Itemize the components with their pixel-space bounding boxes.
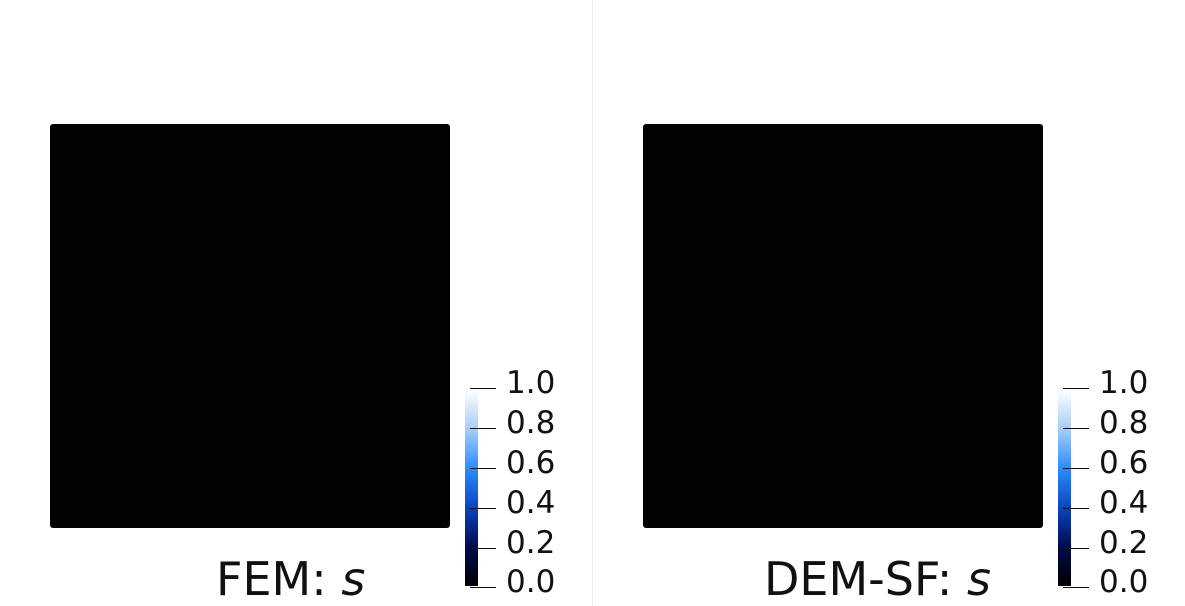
colorbar-tick-label: 0.2: [506, 525, 556, 561]
field-plot-fem: [50, 124, 450, 528]
colorbar-tick: [1063, 388, 1089, 389]
caption-variable: s: [341, 552, 366, 606]
colorbar-tick-label: 1.0: [1099, 365, 1149, 401]
colorbar-tick: [470, 548, 496, 549]
colorbar-tick-label: 0.8: [506, 405, 556, 441]
caption-dem-sf: DEM-SF: s: [764, 553, 991, 605]
colorbar-dem-sf: [1058, 390, 1071, 586]
caption-prefix: FEM:: [216, 552, 342, 606]
caption-fem: FEM: s: [216, 553, 365, 605]
colorbar-tick: [1063, 587, 1089, 588]
colorbar-tick: [470, 468, 496, 469]
colorbar-tick: [470, 388, 496, 389]
panel-divider: [592, 0, 593, 606]
colorbar-tick-label: 0.0: [506, 564, 556, 600]
field-plot-dem-sf: [643, 124, 1043, 528]
caption-variable: s: [966, 552, 991, 606]
colorbar-tick-label: 0.4: [1099, 485, 1149, 521]
colorbar-tick: [470, 587, 496, 588]
caption-prefix: DEM-SF:: [764, 552, 967, 606]
panel-dem-sf: 1.0 0.8 0.6 0.4 0.2 0.0 DEM-SF: s: [593, 0, 1185, 606]
colorbar-tick-label: 0.4: [506, 485, 556, 521]
colorbar-tick-label: 0.8: [1099, 405, 1149, 441]
colorbar-tick: [1063, 548, 1089, 549]
colorbar-tick-label: 0.0: [1099, 564, 1149, 600]
colorbar-tick: [470, 428, 496, 429]
colorbar-tick-label: 0.2: [1099, 525, 1149, 561]
colorbar-tick: [1063, 468, 1089, 469]
colorbar-fem: [465, 390, 478, 586]
panel-fem: 1.0 0.8 0.6 0.4 0.2 0.0 FEM: s: [0, 0, 592, 606]
colorbar-tick-label: 0.6: [1099, 445, 1149, 481]
colorbar-tick-label: 1.0: [506, 365, 556, 401]
colorbar-tick: [470, 508, 496, 509]
colorbar-tick: [1063, 508, 1089, 509]
colorbar-tick-label: 0.6: [506, 445, 556, 481]
colorbar-tick: [1063, 428, 1089, 429]
